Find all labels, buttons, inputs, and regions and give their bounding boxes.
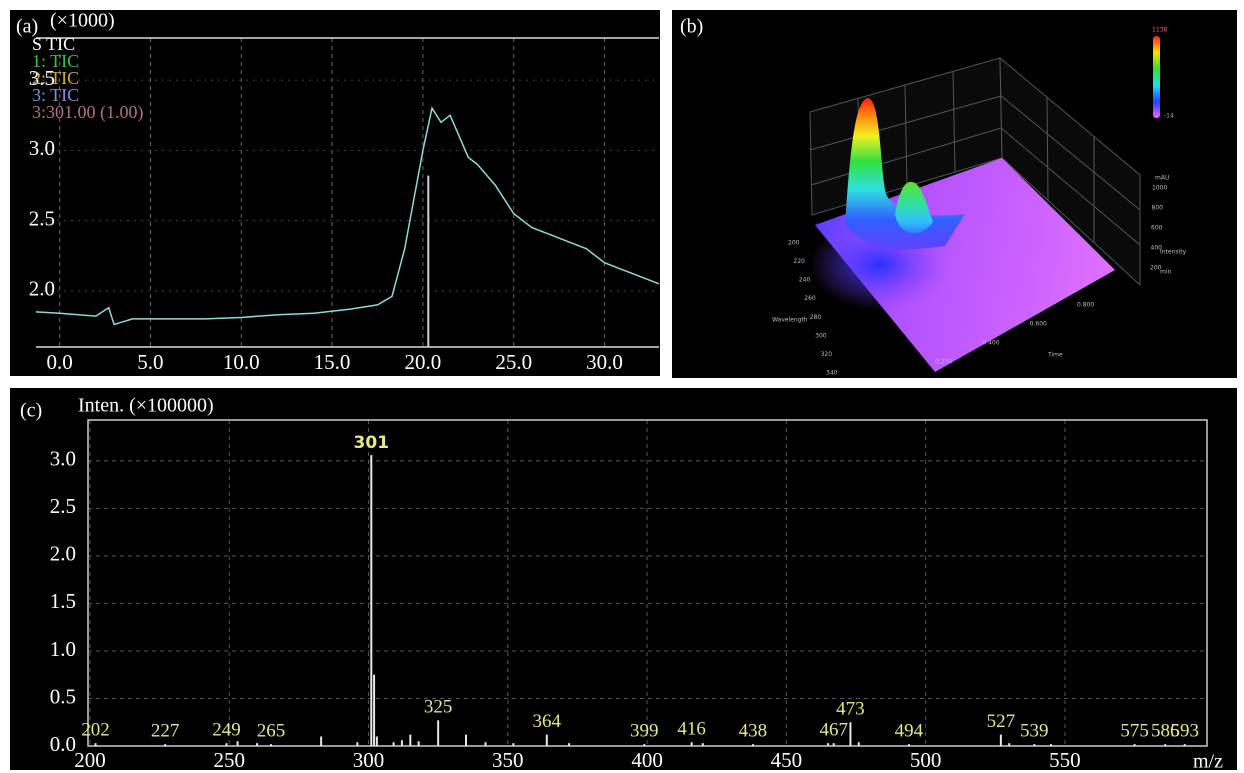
peak-label: 539: [1020, 720, 1049, 741]
legend-entry: 1: TIC: [32, 51, 79, 71]
legend-entry: 3: TIC: [32, 85, 79, 105]
peak-label: 249: [212, 720, 241, 741]
z-axis-title: Intensity: [1160, 249, 1187, 256]
x-tick-label: 15.0: [314, 350, 351, 374]
x-tick-label: 250: [213, 748, 245, 772]
x-tick-label: 10.0: [223, 350, 260, 374]
y-axis-title: Time: [1047, 352, 1063, 359]
y-axis-title: Inten. (×100000): [78, 395, 214, 417]
x-axis-title: Wavelength: [772, 317, 808, 324]
x-tick-label: 300: [815, 332, 827, 339]
y-unit: min: [1160, 269, 1172, 276]
y-tick-label: 3.0: [29, 136, 55, 160]
peak-label: 416: [677, 719, 706, 740]
y-tick-label: 0.800: [1077, 302, 1094, 309]
panel-label: (a): [16, 16, 38, 38]
legend-entry: 3:301.00 (1.00): [32, 102, 144, 123]
x-tick-label: 20.0: [405, 350, 442, 374]
surface-plot: [809, 56, 1141, 372]
peak-label: 527: [987, 711, 1016, 732]
y-tick-label: 0.600: [1030, 321, 1047, 328]
x-tick-label: 5.0: [137, 350, 163, 374]
y-tick-label: 2.0: [50, 542, 76, 566]
tic-line: [35, 106, 660, 326]
peak-label: 227: [151, 720, 180, 741]
peak-label: 467: [819, 720, 848, 741]
y-tick-label: 0.200: [935, 359, 952, 366]
z-tick-label: 1000: [1152, 185, 1167, 192]
z-tick-label: 800: [1152, 205, 1164, 212]
panel-a: [10, 10, 660, 376]
colorbar-label: -14: [1164, 113, 1174, 120]
x-tick-label: 0.0: [46, 350, 72, 374]
plot-frame: [87, 419, 1208, 747]
peak-label: 301: [354, 433, 390, 453]
peak-label: 399: [630, 720, 659, 741]
y-tick-label: 1.0: [50, 637, 76, 661]
x-tick-label: 500: [910, 748, 942, 772]
y-tick-label: 3.0: [50, 447, 76, 471]
x-tick-label: 30.0: [586, 350, 623, 374]
y-tick-label: 0.5: [50, 684, 76, 708]
peak-label: 265: [257, 720, 286, 741]
z-tick-label: 200: [1150, 265, 1162, 272]
x-tick-label: 240: [799, 277, 811, 284]
x-tick-label: 260: [804, 295, 816, 302]
y-tick-label: 0.0: [50, 732, 76, 756]
panel-c: [10, 388, 1237, 770]
x-tick-label: 400: [631, 748, 663, 772]
x-tick-label: 350: [492, 748, 524, 772]
x-tick-label: 550: [1049, 748, 1081, 772]
peak-label: 575: [1120, 720, 1149, 741]
z-tick-label: 400: [1151, 245, 1163, 252]
y-unit-label: (×1000): [50, 10, 115, 32]
colorbar: [1153, 36, 1160, 118]
y-tick-label: 3.5: [29, 66, 55, 90]
y-tick-label: 2.5: [50, 494, 76, 518]
legend-entry: 2: TIC: [32, 68, 79, 88]
peak-label: 438: [739, 720, 768, 741]
peak-label: 364: [533, 711, 562, 732]
x-tick-label: 280: [810, 314, 822, 321]
y-tick-label: 0.400: [982, 340, 999, 347]
x-tick-label: 340: [826, 370, 838, 377]
peak-label: 325: [424, 697, 453, 718]
x-tick-label: 200: [74, 748, 106, 772]
z-unit: mAU: [1155, 175, 1169, 182]
x-tick-label: 300: [353, 748, 385, 772]
peak-label: 586: [1151, 720, 1180, 741]
x-tick-label: 450: [771, 748, 803, 772]
peak-label: 202: [81, 720, 110, 741]
colorbar-label: 1138: [1152, 27, 1167, 34]
peak-label: 593: [1170, 720, 1199, 741]
panel-label: (c): [20, 400, 42, 422]
x-tick-label: 25.0: [495, 350, 532, 374]
x-tick-label: 220: [793, 258, 805, 265]
x-tick-label: 320: [821, 351, 833, 358]
x-axis-title: m/z: [1193, 751, 1223, 773]
legend-entry: S TIC: [32, 34, 75, 54]
y-tick-label: 2.5: [29, 206, 55, 230]
y-tick-label: 1.5: [50, 589, 76, 613]
panel-label: (b): [680, 16, 703, 38]
x-tick-label: 200: [788, 240, 800, 247]
z-tick-label: 600: [1151, 225, 1163, 232]
peak-label: 473: [836, 699, 865, 720]
peak-label: 494: [895, 720, 924, 741]
y-tick-label: 2.0: [29, 277, 55, 301]
